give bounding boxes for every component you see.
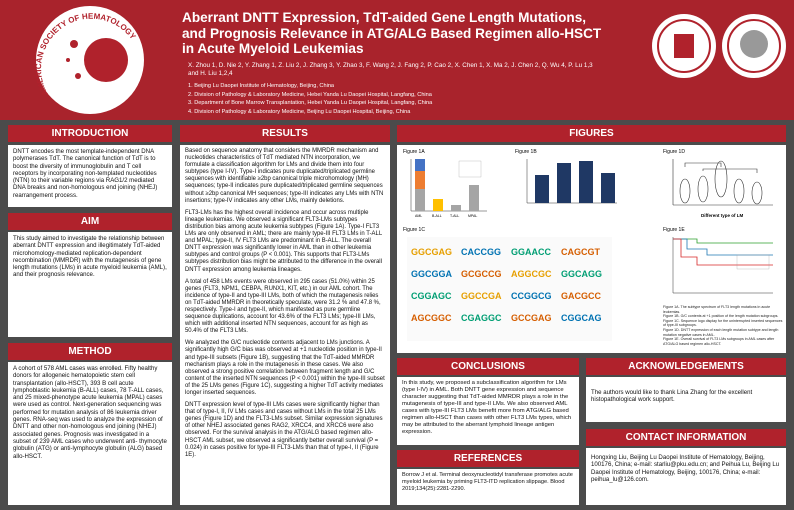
panel-label: Figure 1E (663, 227, 685, 233)
svg-text:CGGCAG: CGGCAG (561, 313, 602, 323)
section-heading: INTRODUCTION (8, 125, 172, 142)
panel-label: Figure 1B (515, 149, 537, 155)
section-heading: AIM (8, 213, 172, 230)
svg-text:GGAACC: GGAACC (511, 247, 551, 257)
section-heading: CONCLUSIONS (397, 358, 579, 375)
affiliation: 2. Division of Pathology & Laboratory Me… (188, 91, 432, 98)
caption: Figure 1D. DNTT expression of each lengt… (663, 327, 779, 337)
paragraph: We analyzed the G/C nucleotide contents … (185, 340, 385, 396)
section-heading: METHOD (8, 343, 172, 360)
contact-text: Hongxing Liu, Beijing Lu Daopei Institut… (586, 448, 786, 505)
panel-label: Figure 1C (403, 227, 425, 233)
caption: Figure 1C. Sequence logo display for the… (663, 318, 783, 328)
affiliations: 1. Beijing Lu Daopei Institute of Hemato… (188, 82, 598, 116)
x-tick-label: AML (415, 214, 422, 218)
section-heading: REFERENCES (397, 450, 579, 467)
affiliation: 3. Department of Bone Marrow Transplanta… (188, 100, 433, 107)
panel-label: Figure 1A (403, 149, 425, 155)
svg-text:GGCAGG: GGCAGG (561, 269, 602, 279)
paragraph: FLT3-LMs has the highest overall inciden… (185, 209, 382, 273)
svg-text:AGGCGC: AGGCGC (511, 269, 552, 279)
figure-1c: GGCGAG CACCGG GGAACC CAGCGT GGCGGA GCGCCG AGG… (407, 237, 612, 341)
figures: Figure 1A AML B-ALL T-ALL MPAL Figure 1B… (403, 149, 783, 346)
svg-text:GGCCGA: GGCCGA (461, 291, 502, 301)
axis-label: Different type of LM (701, 213, 744, 218)
hospital-logos (652, 14, 786, 78)
authors: X. Zhou 1, D. Nie 2, Y. Zhang 1, Z. Liu … (188, 62, 593, 77)
method-text: A cohort of 578 AML cases was enrolled. … (8, 362, 172, 505)
svg-text:CGGAGC: CGGAGC (411, 291, 452, 301)
acknowledgements-text: The authors would like to thank Lina Zha… (586, 377, 786, 422)
figure-1a (410, 159, 487, 212)
svg-text:CCGGCG: CCGGCG (511, 291, 552, 301)
svg-text:CGAGGC: CGAGGC (461, 313, 502, 323)
svg-text:CACCGG: CACCGG (461, 247, 501, 257)
svg-text:GCCGAG: GCCGAG (511, 313, 552, 323)
caption: Figure 1A. The subtype spectrum of FLT3 … (663, 305, 771, 314)
affiliation: 1. Beijing Lu Daopei Institute of Hemato… (188, 83, 335, 89)
svg-text:GGCGGA: GGCGGA (411, 269, 453, 279)
x-tick-label: MPAL (468, 214, 477, 218)
results-text: Based on sequence anatomy that considers… (180, 145, 390, 505)
svg-text:GGCGAG: GGCGAG (411, 247, 452, 257)
section-heading: ACKNOWLEDGEMENTS (586, 358, 786, 375)
references-text: Borrow J et al. Terminal deoxynucleotidy… (397, 469, 579, 505)
captions: Figure 1A. The subtype spectrum of FLT3 … (663, 305, 783, 346)
paragraph: Based on sequence anatomy that considers… (185, 148, 384, 204)
section-heading: FIGURES (397, 125, 786, 142)
figure-1e (672, 237, 773, 294)
caption: Figure 1E. Overall survival of FLT3 LMs … (663, 337, 775, 346)
figure-captions: Figure 1A. The subtype spectrum of FLT3 … (663, 305, 783, 346)
poster-title: Aberrant DNTT Expression, TdT-aided Gene… (182, 10, 602, 56)
paragraph: A total of 458 LMs events were observed … (185, 278, 381, 335)
aim-text: This study aimed to investigate the rela… (8, 232, 172, 337)
panel-label: Figure 1D (663, 149, 685, 155)
affiliation: 4. Division of Pathology & Laboratory Me… (188, 108, 411, 115)
caption: Figure 1B. G/C contents at +1 position o… (663, 314, 779, 319)
svg-text:GACGCC: GACGCC (561, 291, 601, 301)
figure-1b (526, 159, 617, 204)
svg-text:AGCGGC: AGCGGC (411, 313, 452, 323)
society-logo: AMERICAN SOCIETY OF HEMATOLOGY (34, 6, 144, 114)
svg-text:GCGCCG: GCGCCG (461, 269, 502, 279)
x-tick-label: T-ALL (450, 214, 459, 218)
figure-1d (672, 159, 773, 206)
svg-text:CAGCGT: CAGCGT (561, 247, 600, 257)
introduction-text: DNTT encodes the most template-independe… (8, 145, 172, 207)
section-heading: CONTACT INFORMATION (586, 429, 786, 446)
conclusions-text: In this study, we proposed a subclassifi… (397, 377, 579, 445)
paragraph: DNTT expression level of type-III LMs ca… (185, 402, 383, 458)
x-tick-label: B-ALL (432, 214, 442, 218)
section-heading: RESULTS (180, 125, 390, 142)
